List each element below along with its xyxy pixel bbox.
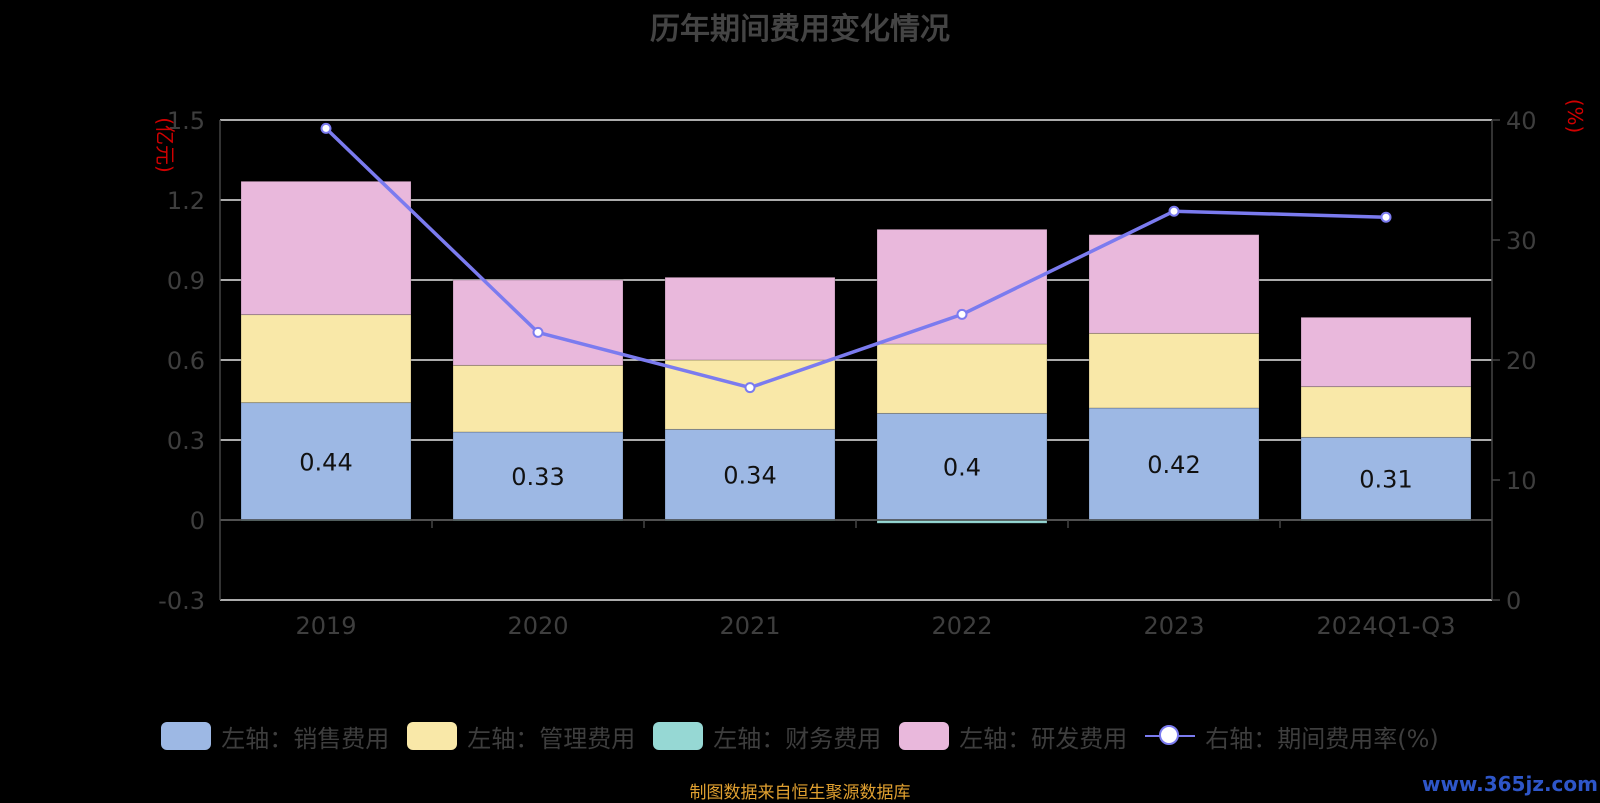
bar-segment <box>1300 386 1472 438</box>
bar-segment <box>1300 316 1472 388</box>
expense-rate-line <box>324 127 1387 390</box>
left-tick-label: 1.2 <box>167 187 205 215</box>
expense-rate-point <box>1380 211 1392 223</box>
left-tick-label: 1.5 <box>167 107 205 135</box>
bar-segment <box>1088 407 1260 521</box>
legend-swatch-rnd <box>899 722 950 750</box>
bar-segment <box>452 364 624 433</box>
expense-rate-point <box>956 308 968 320</box>
bar-value-label: 0.31 <box>1359 466 1412 494</box>
category-label: 2024Q1-Q3 <box>1317 612 1456 640</box>
label-layer: 0.44 0.33 0.34 0.4 0.42 0.31 <box>299 448 1412 493</box>
right-axis-unit: (%) <box>1563 99 1587 134</box>
legend: 左轴：销售费用 左轴：管理费用 左轴：财务费用 左轴：研发费用 右轴：期间费用率… <box>0 716 1600 756</box>
bar-segment <box>876 412 1048 521</box>
bar-layer <box>240 180 1472 524</box>
bar-value-label: 0.42 <box>1147 451 1200 479</box>
axis-layer: 1.5 1.2 0.9 0.6 0.3 0 -0.3 40 30 20 10 0 (亿元) (%) 2019… <box>153 99 1587 640</box>
legend-item-sales[interactable]: 左轴：销售费用 <box>161 719 389 754</box>
legend-dot-mark <box>1159 725 1180 745</box>
legend-item-expense-rate[interactable]: 右轴：期间费用率(%) <box>1145 719 1439 754</box>
bar-segment <box>1088 332 1260 409</box>
right-tick-label: 40 <box>1506 107 1537 135</box>
bar-segment <box>1088 234 1260 334</box>
category-label: 2020 <box>507 612 568 640</box>
source-note: 制图数据来自恒生聚源数据库 <box>689 783 911 803</box>
bar-value-label: 0.34 <box>723 462 776 490</box>
right-tick-label: 20 <box>1506 347 1537 375</box>
legend-swatch-expense-rate <box>1145 722 1196 750</box>
expense-rate-point <box>744 382 756 394</box>
expense-rate-point <box>532 326 544 338</box>
category-label: 2021 <box>719 612 780 640</box>
legend-item-finance[interactable]: 左轴：财务费用 <box>653 719 881 754</box>
bar-value-label: 0.4 <box>943 454 981 482</box>
expense-rate-point <box>320 122 332 134</box>
left-axis-unit: (亿元) <box>153 117 177 173</box>
legend-label-expense-rate: 右轴：期间费用率(%) <box>1205 724 1439 753</box>
chart-title: 历年期间费用变化情况 <box>650 12 950 47</box>
left-tick-label: 0.3 <box>167 427 205 455</box>
left-tick-label: 0.9 <box>167 267 205 295</box>
bar-value-label: 0.44 <box>299 448 352 476</box>
right-tick-label: 30 <box>1506 227 1537 255</box>
left-tick-label: 0.6 <box>167 347 205 375</box>
left-tick-label: -0.3 <box>158 587 205 615</box>
legend-label-rnd: 左轴：研发费用 <box>959 724 1128 753</box>
legend-swatch-sales <box>161 722 212 750</box>
bar-value-label: 0.33 <box>511 463 564 491</box>
legend-item-rnd[interactable]: 左轴：研发费用 <box>899 719 1127 754</box>
legend-label-finance: 左轴：财务费用 <box>713 724 882 753</box>
legend-swatch-admin <box>407 722 458 750</box>
legend-label-sales: 左轴：销售费用 <box>221 724 390 753</box>
bar-segment <box>452 279 624 366</box>
bar-segment <box>876 343 1048 414</box>
bar-segment <box>664 276 836 361</box>
bar-segment <box>664 428 836 521</box>
line-layer <box>320 122 1392 394</box>
right-tick-label: 0 <box>1506 587 1521 615</box>
category-label: 2022 <box>931 612 992 640</box>
left-tick-label: 0 <box>190 507 205 535</box>
category-label: 2023 <box>1143 612 1204 640</box>
legend-swatch-finance <box>653 722 704 750</box>
legend-item-admin[interactable]: 左轴：管理费用 <box>407 719 635 754</box>
category-label: 2019 <box>295 612 356 640</box>
watermark: www.365jz.com <box>1421 772 1598 796</box>
legend-label-admin: 左轴：管理费用 <box>467 724 636 753</box>
right-tick-label: 10 <box>1506 467 1537 495</box>
bar-segment <box>240 314 412 404</box>
bar-segment <box>240 180 412 316</box>
expense-rate-point <box>1168 205 1180 217</box>
